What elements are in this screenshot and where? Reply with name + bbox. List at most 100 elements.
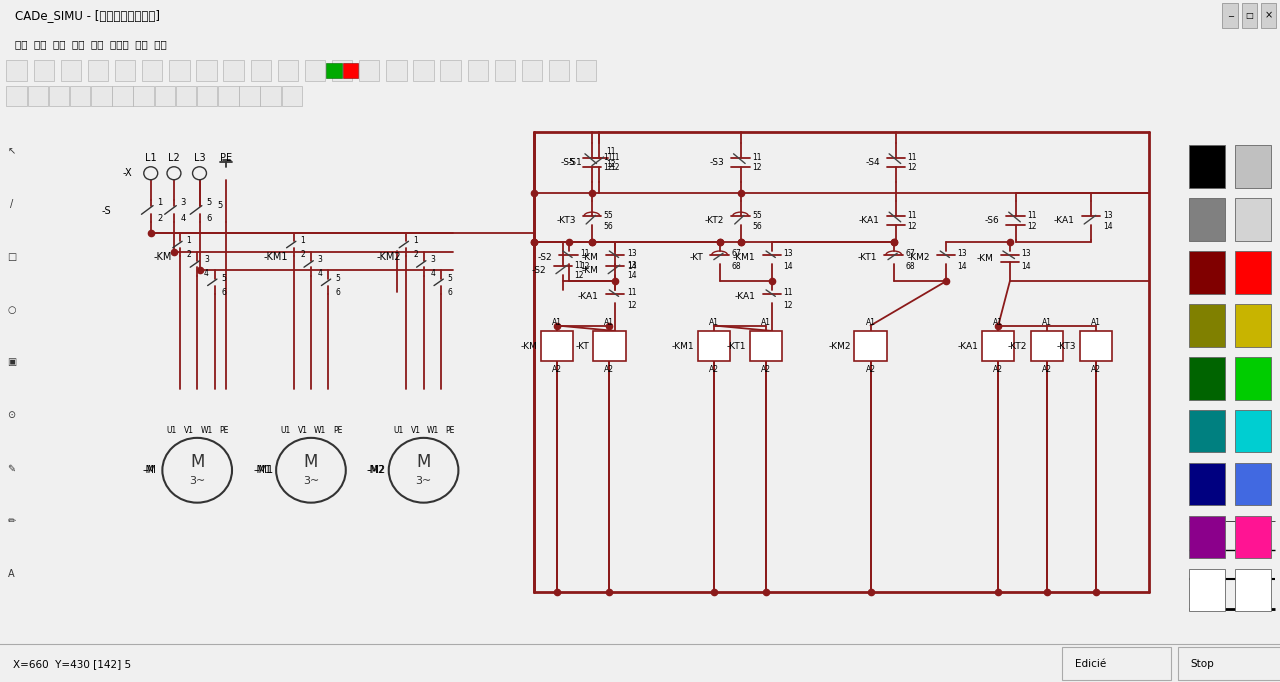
Text: -KM: -KM: [977, 254, 993, 263]
Text: A: A: [8, 569, 15, 579]
Text: Edicié: Edicié: [1075, 659, 1106, 669]
Text: 11: 11: [908, 153, 918, 162]
Text: 13: 13: [783, 249, 794, 258]
Text: 11: 11: [580, 249, 590, 258]
Bar: [1062, 647, 1171, 680]
Bar: [224, 61, 244, 80]
Text: 3: 3: [430, 255, 435, 264]
Text: 13: 13: [957, 249, 968, 258]
Bar: [1261, 3, 1276, 28]
Text: 11: 11: [605, 147, 616, 156]
Text: 4: 4: [180, 214, 186, 223]
Bar: [1178, 647, 1280, 680]
Text: 11: 11: [627, 288, 636, 297]
Text: V1: V1: [184, 426, 195, 435]
Bar: [33, 61, 54, 80]
Text: -KM: -KM: [521, 342, 538, 351]
Text: A2: A2: [604, 366, 614, 374]
Text: 3: 3: [317, 255, 323, 264]
Text: 13: 13: [1103, 211, 1112, 220]
Bar: [1242, 3, 1257, 28]
Text: PE: PE: [445, 426, 454, 435]
Text: U1: U1: [280, 426, 291, 435]
Bar: [576, 61, 596, 80]
Text: 2: 2: [187, 250, 192, 258]
Text: A1: A1: [762, 318, 771, 327]
Bar: [1189, 463, 1225, 505]
Bar: [239, 86, 260, 106]
Text: -KT2: -KT2: [705, 216, 724, 225]
Text: -KM: -KM: [154, 252, 172, 263]
Text: -M1: -M1: [256, 465, 274, 475]
Text: -S2: -S2: [538, 253, 553, 262]
Bar: [142, 61, 163, 80]
Text: Stop: Stop: [1190, 659, 1215, 669]
Text: -KT1: -KT1: [858, 253, 878, 262]
Bar: [1222, 3, 1238, 28]
Bar: [413, 61, 434, 80]
Bar: [982, 331, 1015, 361]
Bar: [1030, 331, 1064, 361]
Text: 1: 1: [301, 236, 305, 245]
Bar: [1235, 198, 1271, 241]
Bar: [1189, 569, 1225, 611]
Text: -M: -M: [142, 465, 155, 475]
Bar: [278, 61, 298, 80]
Text: L2: L2: [168, 153, 179, 163]
Bar: [197, 86, 218, 106]
Text: 56: 56: [604, 222, 613, 231]
Bar: [88, 61, 109, 80]
Text: ○: ○: [8, 305, 15, 314]
Text: -KM: -KM: [582, 253, 599, 262]
Text: ✎: ✎: [8, 463, 15, 473]
Text: -S5: -S5: [561, 158, 576, 167]
Text: 6: 6: [206, 214, 211, 223]
Text: 6: 6: [221, 288, 227, 297]
Text: A2: A2: [552, 366, 562, 374]
Text: PE: PE: [220, 153, 232, 163]
Bar: [260, 86, 280, 106]
Bar: [1235, 145, 1271, 188]
Text: -M2: -M2: [369, 465, 387, 475]
Text: ↖: ↖: [8, 146, 15, 155]
Text: A2: A2: [709, 366, 719, 374]
Text: 68: 68: [731, 262, 741, 271]
Text: 3~: 3~: [416, 476, 431, 486]
Text: 5: 5: [206, 198, 211, 207]
Bar: [522, 61, 543, 80]
Text: M: M: [416, 453, 431, 471]
Text: 12: 12: [611, 164, 620, 173]
Text: M: M: [189, 453, 205, 471]
Text: 3: 3: [180, 198, 186, 207]
Text: 3~: 3~: [303, 476, 319, 486]
Text: PE: PE: [333, 426, 342, 435]
Text: 1: 1: [157, 198, 163, 207]
Text: 3: 3: [204, 255, 209, 264]
Text: 12: 12: [627, 301, 636, 310]
Text: 14: 14: [627, 262, 636, 271]
Text: 13: 13: [627, 261, 636, 269]
Bar: [28, 86, 49, 106]
Bar: [343, 63, 358, 78]
Bar: [494, 61, 515, 80]
Bar: [6, 86, 27, 106]
Bar: [6, 61, 27, 80]
Text: 6: 6: [335, 288, 340, 297]
Text: A1: A1: [993, 318, 1004, 327]
Bar: [133, 86, 154, 106]
Text: A2: A2: [993, 366, 1004, 374]
Text: 12: 12: [604, 164, 613, 173]
Text: -KT3: -KT3: [556, 216, 576, 225]
Bar: [1189, 145, 1225, 188]
Text: -S2: -S2: [532, 266, 547, 275]
Text: ✏: ✏: [8, 516, 15, 527]
Bar: [49, 86, 69, 106]
Text: 11: 11: [575, 261, 584, 269]
Text: □: □: [1245, 11, 1253, 20]
Text: ⊙: ⊙: [8, 411, 15, 420]
Text: -KA1: -KA1: [579, 292, 599, 301]
Bar: [1189, 252, 1225, 294]
Text: 56: 56: [753, 222, 762, 231]
Text: A2: A2: [1042, 366, 1052, 374]
Bar: [1235, 463, 1271, 505]
